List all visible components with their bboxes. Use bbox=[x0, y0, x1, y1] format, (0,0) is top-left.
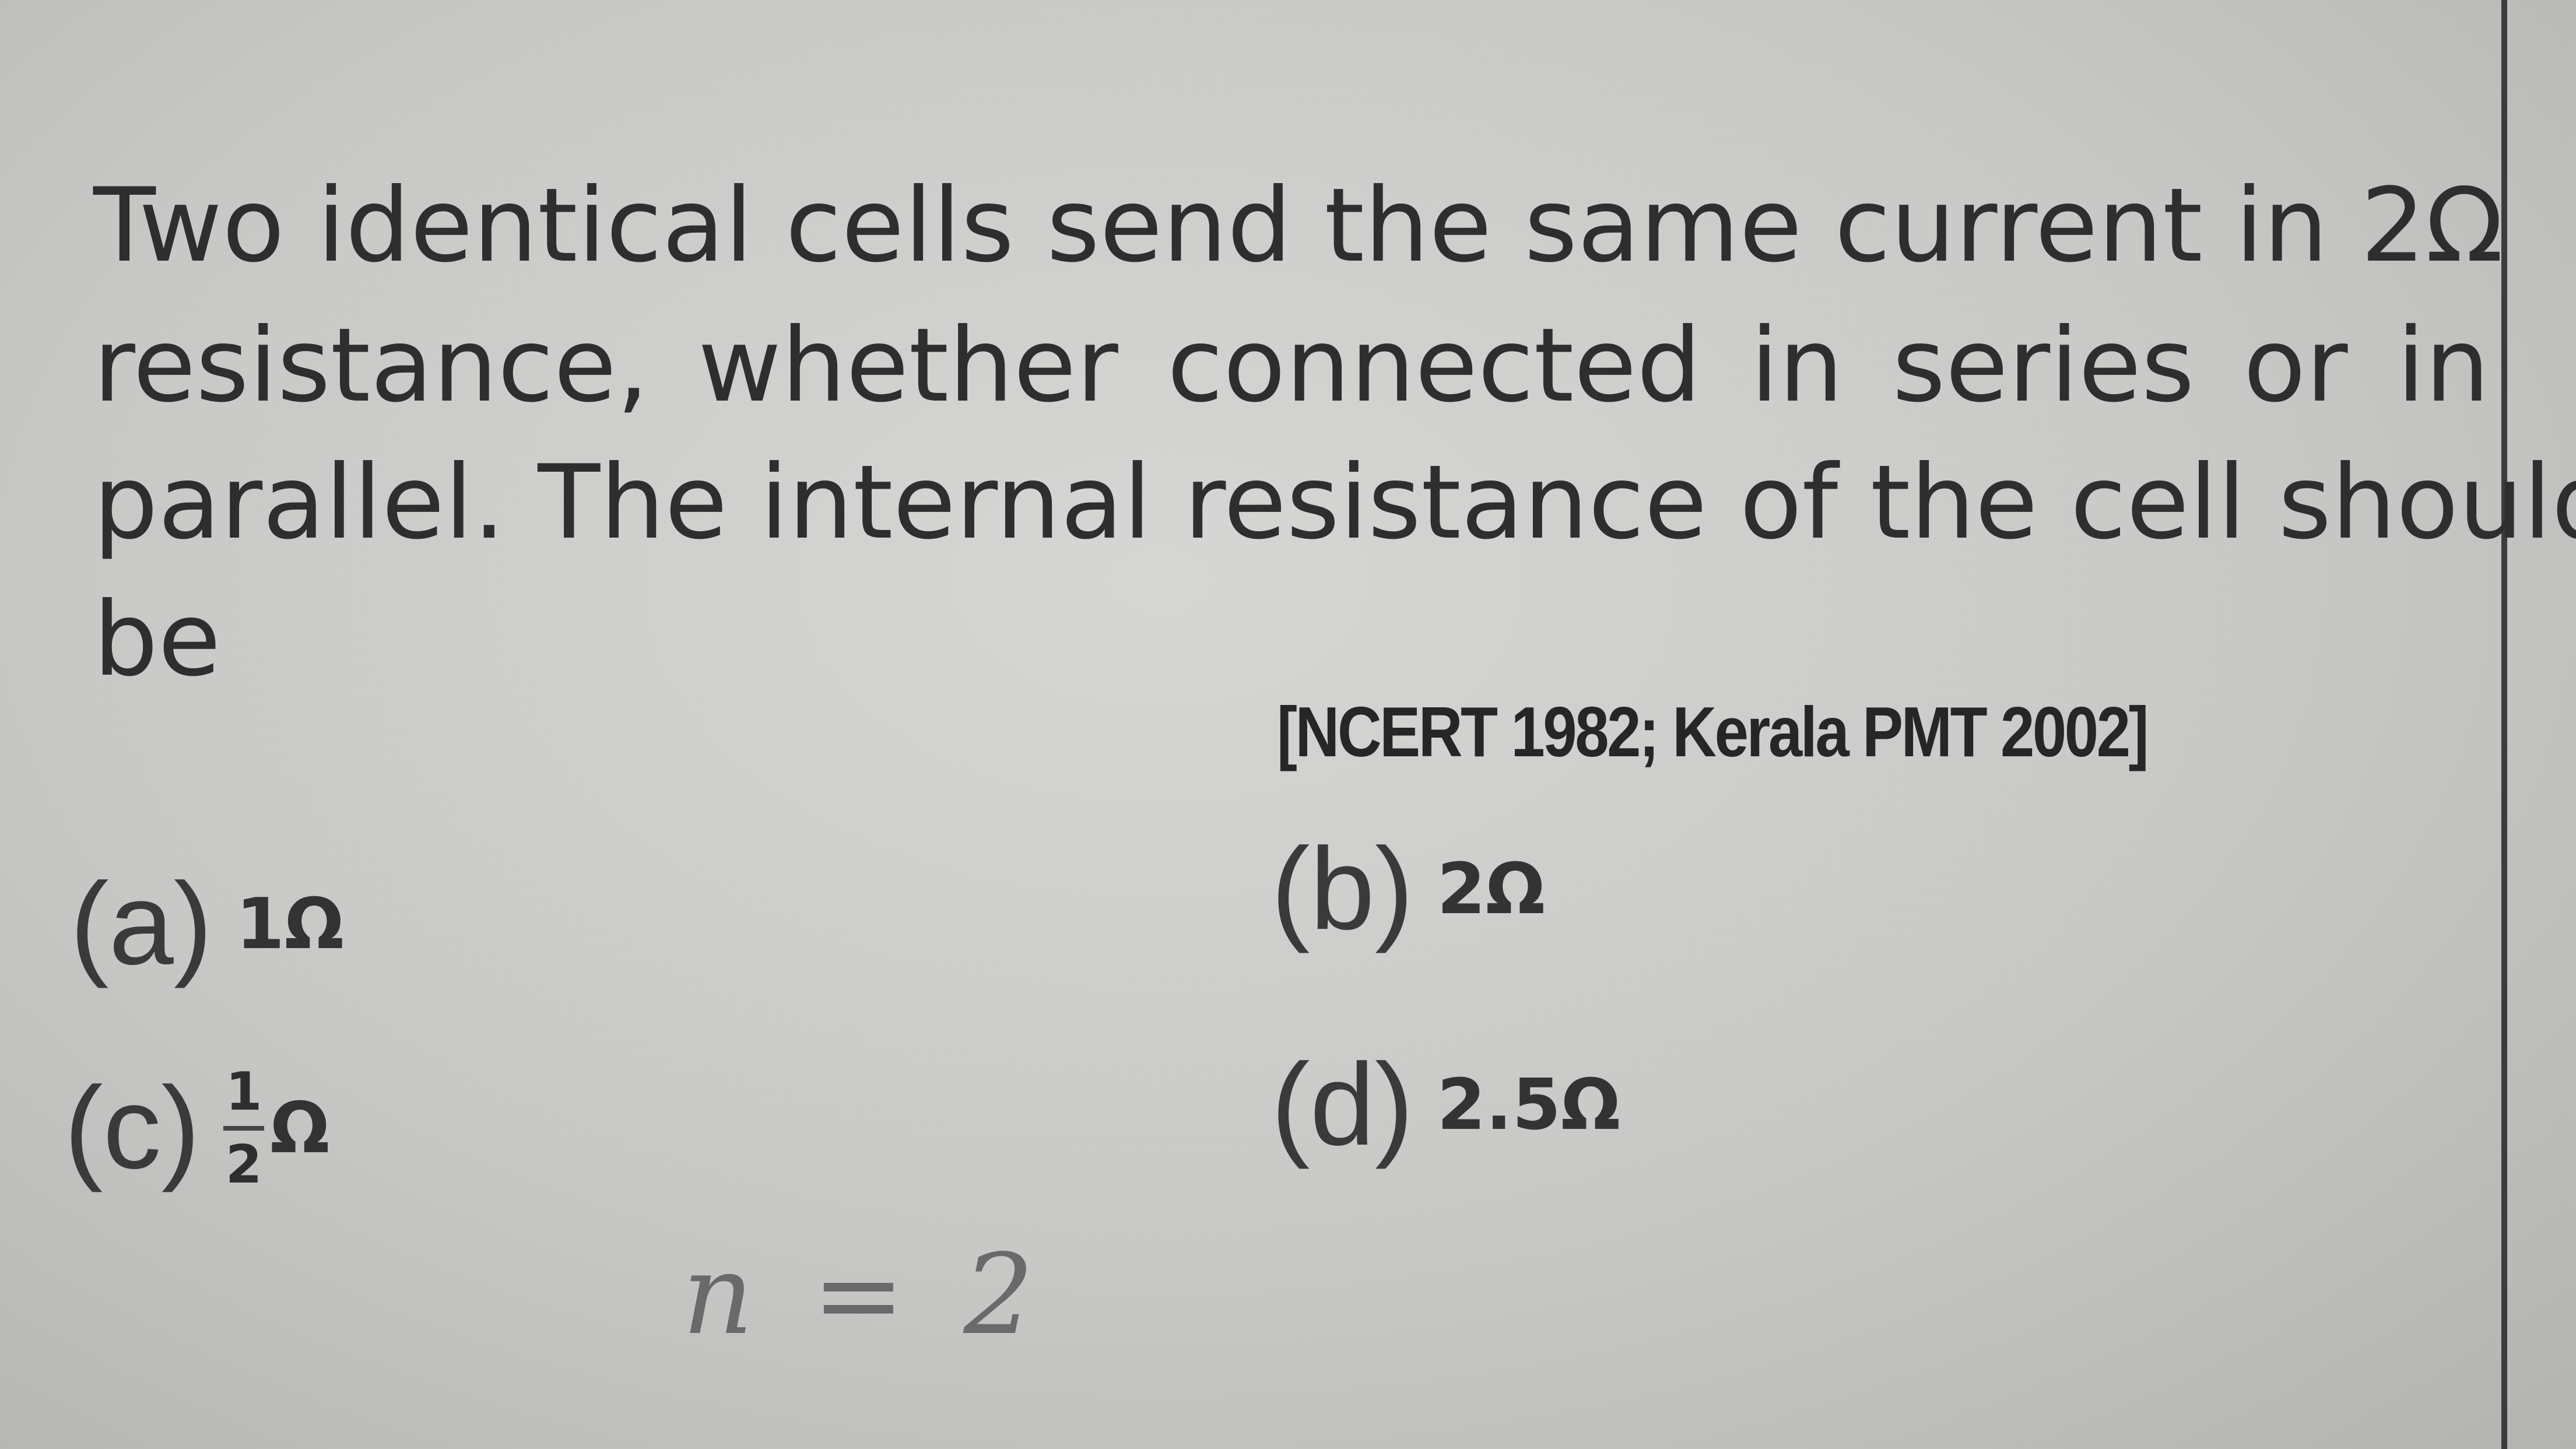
page-edge bbox=[2501, 0, 2507, 1449]
option: (d) 2.5Ω bbox=[1271, 1038, 1620, 1172]
question-line: resistance, whether connected in series … bbox=[93, 307, 2490, 425]
option: (a) 1Ω bbox=[70, 857, 344, 991]
question-line: Two identical cells send the same curren… bbox=[93, 167, 2504, 285]
source: [NCERT 1982; Kerala PMT 2002] bbox=[1277, 692, 2149, 771]
question-line: parallel. The internal resistance of the… bbox=[93, 444, 2576, 562]
option-text: 1Ω bbox=[236, 883, 344, 965]
option-label: (d) bbox=[1271, 1040, 1414, 1170]
option-unit: Ω bbox=[270, 1087, 330, 1169]
option-text: 2.5Ω bbox=[1437, 1064, 1621, 1146]
fraction-bar bbox=[223, 1126, 265, 1131]
option: (b) 2Ω bbox=[1271, 822, 1545, 956]
option: (c) 1 2 Ω bbox=[64, 1061, 329, 1195]
fraction: 1 2 bbox=[223, 1061, 265, 1195]
question-line: be bbox=[93, 581, 221, 699]
numerator: 1 bbox=[225, 1061, 262, 1122]
option-label: (b) bbox=[1271, 824, 1414, 954]
denominator: 2 bbox=[225, 1134, 262, 1195]
handwriting: n = 2 bbox=[682, 1230, 1046, 1359]
option-text: 2Ω bbox=[1437, 848, 1545, 930]
option-label: (c) bbox=[64, 1063, 201, 1193]
option-label: (a) bbox=[70, 859, 213, 989]
